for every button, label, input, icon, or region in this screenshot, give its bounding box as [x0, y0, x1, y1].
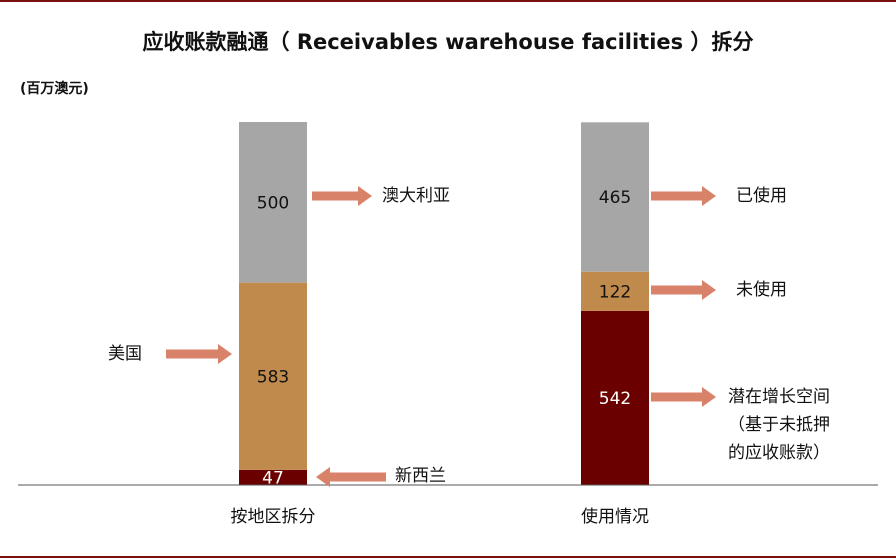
- bar-segment-0-0: [239, 469, 307, 485]
- annotation-growth-line: 潜在增长空间: [728, 387, 830, 407]
- chart-title: 应收账款融通（ Receivables warehouse facilities…: [142, 30, 754, 54]
- annotation-australia: 澳大利亚: [382, 186, 450, 206]
- arrow-us: [166, 344, 232, 364]
- segment-value-label: 500: [257, 193, 289, 213]
- segment-value-label: 542: [599, 389, 631, 409]
- arrow-growth: [651, 387, 716, 407]
- annotation-us: 美国: [108, 344, 142, 364]
- category-label: 按地区拆分: [231, 507, 316, 527]
- segment-value-label: 583: [257, 367, 289, 387]
- annotation-unused: 未使用: [736, 279, 787, 300]
- annotation-nz: 新西兰: [395, 466, 446, 486]
- annotation-growth-line: （基于未抵押: [728, 415, 830, 435]
- segment-value-label: 47: [262, 468, 284, 488]
- segment-value-label: 465: [599, 188, 631, 208]
- bottom-rule: [0, 556, 896, 558]
- bar-segment-1-0: [581, 310, 649, 485]
- arrow-used: [651, 186, 716, 206]
- bar-segment-1-1: [581, 271, 649, 311]
- arrow-nz: [316, 467, 386, 487]
- bar-segment-1-2: [581, 122, 649, 272]
- unit-label: (百万澳元): [20, 81, 89, 97]
- segment-value-label: 122: [599, 282, 631, 302]
- bar-segment-0-2: [239, 122, 307, 283]
- category-label: 使用情况: [581, 506, 649, 527]
- top-rule: [0, 0, 896, 2]
- annotation-growth-line: 的应收账款）: [728, 443, 830, 463]
- annotation-used: 已使用: [736, 185, 787, 206]
- bar-segment-0-1: [239, 282, 307, 470]
- arrow-unused: [651, 280, 716, 300]
- arrow-australia: [312, 186, 372, 206]
